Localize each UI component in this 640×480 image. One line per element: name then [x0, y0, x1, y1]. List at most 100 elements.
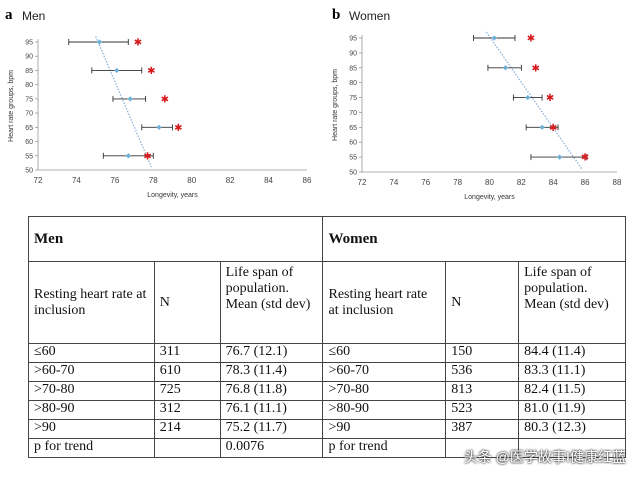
table-cell: >60-70 — [28, 362, 155, 382]
table-cell: 150 — [445, 343, 520, 363]
panel-letter: a — [5, 7, 13, 23]
y-tick-label: 90 — [349, 50, 357, 57]
trend-line — [95, 36, 152, 168]
men-header: Men — [27, 216, 324, 262]
table-cell: 75.2 (11.7) — [219, 419, 324, 439]
table-cell: 0.0076 — [219, 438, 324, 458]
table-cell: p for trend — [28, 438, 155, 458]
women-header: Women — [322, 216, 626, 262]
table-cell: 76.1 (11.1) — [219, 400, 324, 420]
table-cell: >80-90 — [28, 400, 155, 420]
table-cell: ≤60 — [322, 343, 447, 363]
y-tick-label: 80 — [349, 80, 357, 87]
data-point — [156, 124, 162, 130]
table-cell: 214 — [153, 419, 221, 439]
data-point-star: ✱ — [532, 63, 540, 74]
data-point-star: ✱ — [581, 153, 589, 164]
y-tick-label: 85 — [349, 65, 357, 72]
table-cell: 83.3 (11.1) — [518, 362, 626, 382]
table-row: >90 214 75.2 (11.7) >90 387 80.3 (12.3) — [28, 419, 626, 439]
column-header-life: Life span of population. Mean (std dev) — [219, 261, 324, 344]
table-cell: 76.8 (11.8) — [219, 381, 324, 401]
data-point-star: ✱ — [546, 93, 554, 104]
table-row: >80-90 312 76.1 (11.1) >80-90 523 81.0 (… — [28, 400, 626, 420]
y-tick-label: 95 — [349, 36, 357, 43]
chart-panel-women: b Women 50 55 60 65 70 75 80 85 90 95 72 74 76 78 80 82… — [325, 0, 640, 205]
y-tick-label: 95 — [25, 40, 33, 47]
table-cell: >70-80 — [322, 381, 447, 401]
y-tick-label: 65 — [25, 125, 33, 132]
y-tick-label: 55 — [25, 153, 33, 160]
column-header-n: N — [153, 261, 221, 344]
column-header-group: Resting heart rate at inclusion — [322, 261, 447, 344]
y-tick-label: 75 — [25, 96, 33, 103]
y-tick-label: 70 — [349, 110, 357, 117]
table-cell: 81.0 (11.9) — [518, 400, 626, 420]
data-point-star: ✱ — [134, 38, 142, 49]
panel-title: Men — [22, 9, 46, 23]
x-tick-label: 86 — [303, 176, 312, 185]
table-cell: >60-70 — [322, 362, 447, 382]
table-cell: 813 — [445, 381, 520, 401]
y-tick-label: 85 — [25, 68, 33, 75]
data-point-star: ✱ — [147, 66, 155, 77]
column-header-group: Resting heart rate at inclusion — [28, 261, 155, 344]
y-tick-label: 65 — [349, 125, 357, 132]
x-tick-label: 82 — [517, 178, 526, 187]
x-tick-label: 86 — [581, 178, 590, 187]
data-point — [539, 124, 545, 130]
table-cell: >90 — [28, 419, 155, 439]
x-tick-label: 82 — [226, 176, 235, 185]
y-tick-label: 90 — [25, 54, 33, 61]
data-point — [125, 153, 131, 159]
data-point — [114, 67, 120, 74]
x-tick-label: 72 — [34, 176, 43, 185]
women-chart-svg: 50 55 60 65 70 75 80 85 90 95 72 74 76 78 80 82 84 86 88 Lo… — [332, 31, 622, 201]
x-tick-label: 80 — [187, 176, 196, 185]
table-cell: ≤60 — [28, 343, 155, 363]
x-axis-label: Longevity, years — [147, 192, 198, 199]
table-cell: >70-80 — [28, 381, 155, 401]
y-axis-label: Heart rate groups, bpm — [332, 69, 339, 141]
data-point-star: ✱ — [174, 123, 182, 134]
x-tick-label: 78 — [453, 178, 462, 187]
x-axis-label: Longevity, years — [464, 194, 515, 201]
table-cell: 387 — [445, 419, 520, 439]
table-cell: >80-90 — [322, 400, 447, 420]
panel-letter: b — [332, 7, 341, 23]
men-chart-svg: 50 55 60 65 70 75 80 85 90 95 72 74 76 78 80 82 84 86 Long… — [8, 36, 312, 199]
table-cell — [518, 438, 626, 458]
table-row: >70-80 725 76.8 (11.8) >70-80 813 82.4 (… — [28, 381, 626, 401]
x-tick-label: 78 — [149, 176, 158, 185]
table-cell: >90 — [322, 419, 447, 439]
data-point-star: ✱ — [527, 34, 535, 45]
y-tick-label: 60 — [25, 139, 33, 146]
data-point-star: ✱ — [549, 123, 557, 134]
y-tick-label: 60 — [349, 140, 357, 147]
table-section-header: Men Women — [27, 216, 626, 262]
table-cell: 80.3 (12.3) — [518, 419, 626, 439]
data-point — [127, 96, 133, 102]
y-tick-label: 70 — [25, 111, 33, 118]
column-header-n: N — [445, 261, 520, 344]
x-tick-label: 74 — [72, 176, 81, 185]
table-cell: 76.7 (12.1) — [219, 343, 324, 363]
y-tick-label: 55 — [349, 155, 357, 162]
y-tick-label: 80 — [25, 82, 33, 89]
x-tick-label: 84 — [264, 176, 273, 185]
table-column-header: Resting heart rate at inclusion N Life s… — [28, 261, 626, 344]
panel-title: Women — [349, 9, 391, 23]
data-point-star: ✱ — [143, 151, 151, 162]
table-cell: 725 — [153, 381, 221, 401]
table-cell: 523 — [445, 400, 520, 420]
table-cell: 536 — [445, 362, 520, 382]
table-row: p for trend 0.0076 p for trend — [28, 438, 626, 458]
y-axis-label: Heart rate groups, bpm — [8, 70, 15, 142]
table-cell: p for trend — [322, 438, 447, 458]
x-tick-label: 74 — [389, 178, 398, 187]
x-tick-label: 76 — [421, 178, 430, 187]
table-cell: 311 — [153, 343, 221, 363]
x-tick-label: 88 — [613, 178, 622, 187]
table-cell: 78.3 (11.4) — [219, 362, 324, 382]
data-point — [491, 35, 497, 41]
